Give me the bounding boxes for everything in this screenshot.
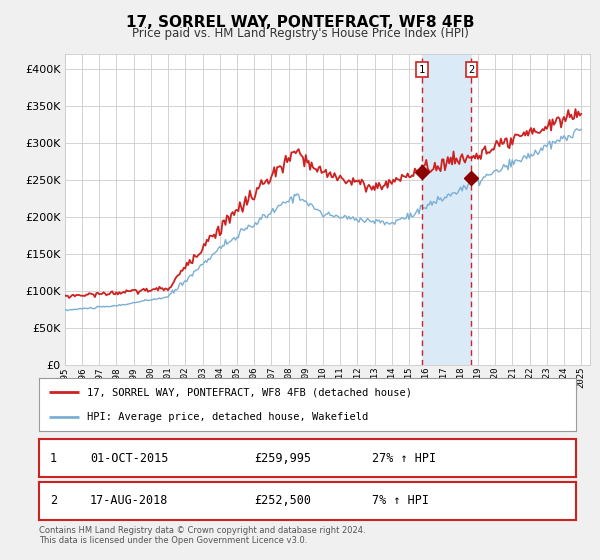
Text: HPI: Average price, detached house, Wakefield: HPI: Average price, detached house, Wake… (88, 412, 368, 422)
Text: Price paid vs. HM Land Registry's House Price Index (HPI): Price paid vs. HM Land Registry's House … (131, 27, 469, 40)
Text: £259,995: £259,995 (254, 451, 311, 465)
Text: 01-OCT-2015: 01-OCT-2015 (90, 451, 169, 465)
Text: 27% ↑ HPI: 27% ↑ HPI (372, 451, 436, 465)
Text: 7% ↑ HPI: 7% ↑ HPI (372, 494, 429, 507)
Text: 1: 1 (50, 451, 57, 465)
Text: 17, SORREL WAY, PONTEFRACT, WF8 4FB: 17, SORREL WAY, PONTEFRACT, WF8 4FB (126, 15, 474, 30)
Text: 17, SORREL WAY, PONTEFRACT, WF8 4FB (detached house): 17, SORREL WAY, PONTEFRACT, WF8 4FB (det… (88, 388, 412, 398)
Text: 17-AUG-2018: 17-AUG-2018 (90, 494, 169, 507)
Text: 2: 2 (50, 494, 57, 507)
Text: 2: 2 (469, 64, 475, 74)
Text: £252,500: £252,500 (254, 494, 311, 507)
Text: Contains HM Land Registry data © Crown copyright and database right 2024.: Contains HM Land Registry data © Crown c… (39, 526, 365, 535)
Bar (422, 54, 472, 365)
Text: 1: 1 (419, 64, 425, 74)
Text: This data is licensed under the Open Government Licence v3.0.: This data is licensed under the Open Gov… (39, 536, 307, 545)
